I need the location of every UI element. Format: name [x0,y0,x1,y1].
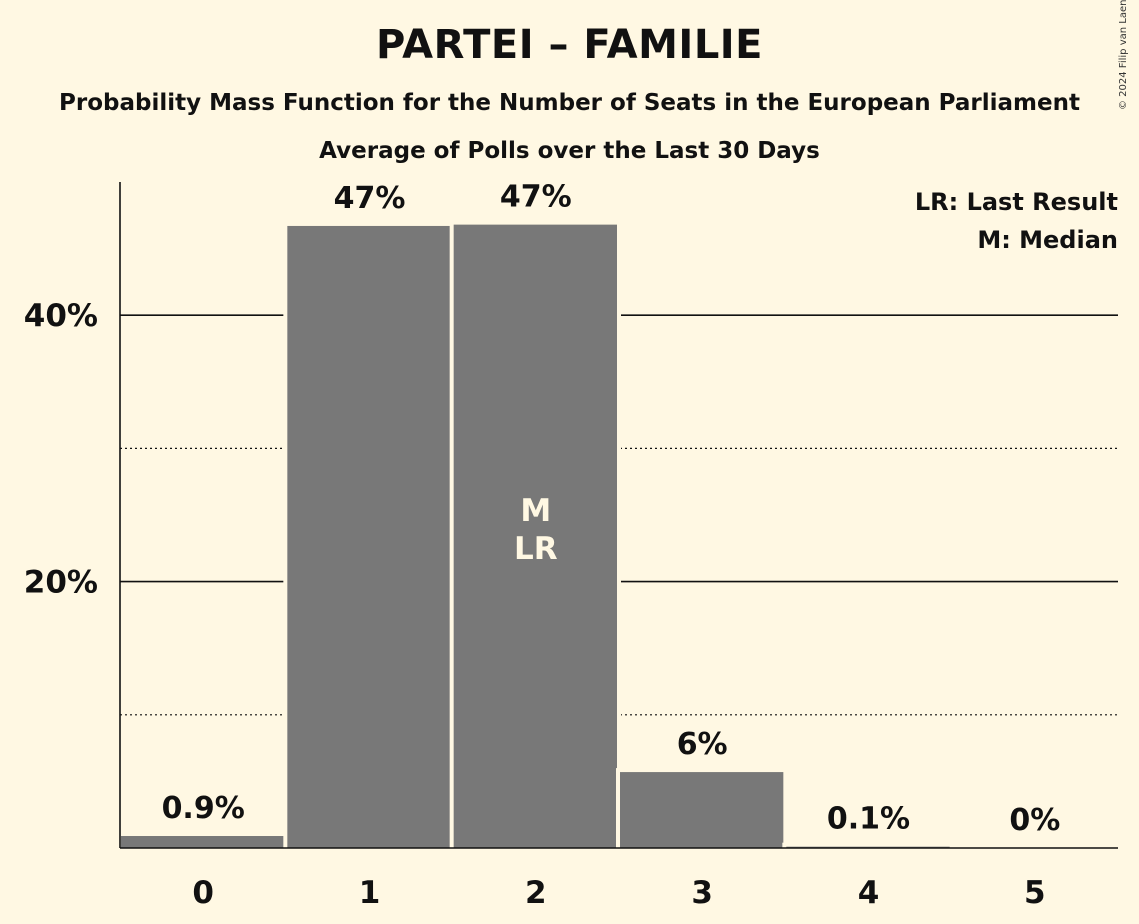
data-label: 47% [500,180,572,215]
bar-seats-3 [620,772,784,848]
data-label: 0% [1009,803,1060,838]
x-tick-label: 0 [192,875,214,911]
data-label: 0.9% [162,791,245,826]
y-tick-label: 20% [24,565,98,601]
bar-annotation: LR [514,531,558,567]
x-tick-label: 2 [525,875,547,911]
bar-seats-2 [453,224,617,848]
data-label: 47% [334,181,406,216]
data-label: 0.1% [827,802,910,837]
y-tick-label: 40% [24,298,98,334]
data-label: 6% [677,727,728,762]
x-tick-label: 1 [359,875,381,911]
chart-title: PARTEI – FAMILIE [375,22,764,68]
x-tick-label: 3 [691,875,713,911]
bar-seats-0 [121,836,285,848]
x-tick-label: 4 [858,875,880,911]
bar-annotation: M [520,493,551,529]
bar-gap [782,842,954,848]
legend-entry: M: Median [977,226,1118,254]
bar-seats-1 [287,225,451,848]
chart-subtitle: Probability Mass Function for the Number… [59,90,1080,116]
x-tick-label: 5 [1024,875,1046,911]
chart-subtitle-period: Average of Polls over the Last 30 Days [319,138,820,164]
legend-entry: LR: Last Result [915,188,1118,216]
